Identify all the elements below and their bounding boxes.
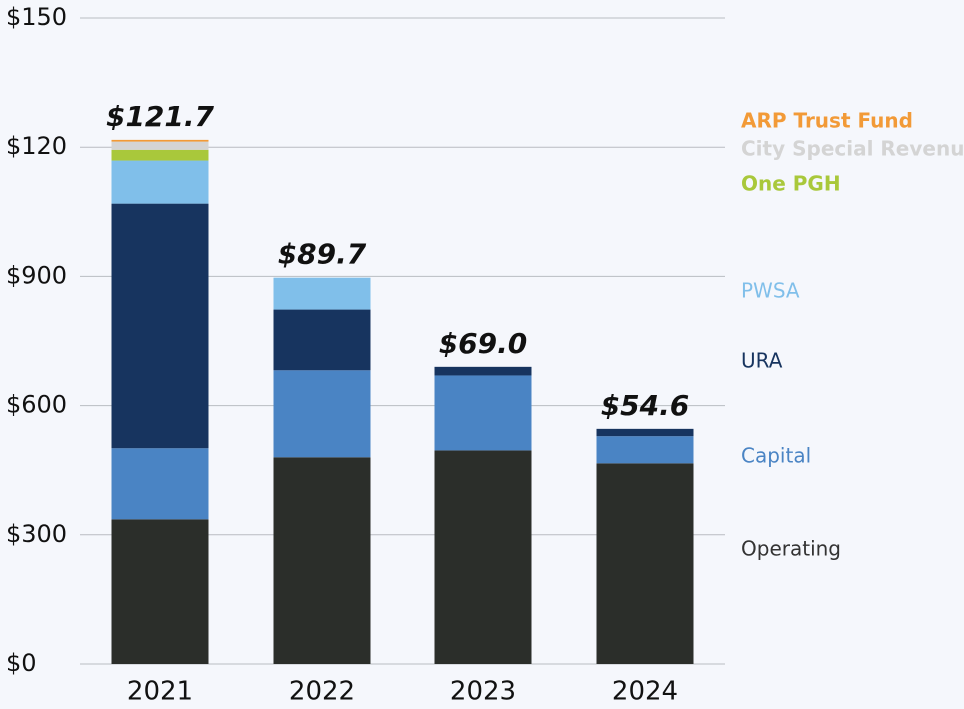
bar-segment <box>273 277 371 310</box>
total-label: $54.6 <box>601 389 690 422</box>
total-label: $121.7 <box>106 100 215 133</box>
bar-segment <box>273 370 371 458</box>
bar-segment <box>111 141 209 150</box>
bar-segment <box>596 463 694 664</box>
y-tick-label: $900 <box>6 261 67 289</box>
legend-label: One PGH <box>741 172 841 196</box>
legend-label: Operating <box>741 537 841 561</box>
y-tick-label: $120 <box>6 132 67 160</box>
bar-segment <box>111 139 209 142</box>
total-label: $69.0 <box>439 327 528 360</box>
y-tick-label: $300 <box>6 520 67 548</box>
x-tick-label: 2023 <box>450 677 516 707</box>
bar-segment <box>273 457 371 664</box>
bar-segment <box>434 450 532 664</box>
legend-label: PWSA <box>741 279 800 303</box>
bar-segment <box>111 448 209 520</box>
bar-segment <box>434 375 532 451</box>
bar-segment <box>111 149 209 161</box>
bar-segment <box>434 366 532 376</box>
legend-label: Capital <box>741 444 811 468</box>
bar-segment <box>111 519 209 664</box>
x-tick-label: 2024 <box>612 677 678 707</box>
bar-segment <box>596 436 694 464</box>
bar-segment <box>111 160 209 204</box>
legend-label: City Special Revenue <box>741 137 964 161</box>
x-tick-label: 2021 <box>127 677 193 707</box>
y-tick-label: $0 <box>6 649 37 677</box>
x-tick-label: 2022 <box>289 677 355 707</box>
bar-segment <box>596 428 694 437</box>
y-tick-label: $600 <box>6 391 67 419</box>
bar-segment <box>273 309 371 371</box>
total-label: $89.7 <box>278 238 367 271</box>
legend-label: URA <box>741 349 783 373</box>
bar-segment <box>111 203 209 449</box>
legend-label: ARP Trust Fund <box>741 109 913 133</box>
y-tick-label: $150 <box>6 3 67 31</box>
